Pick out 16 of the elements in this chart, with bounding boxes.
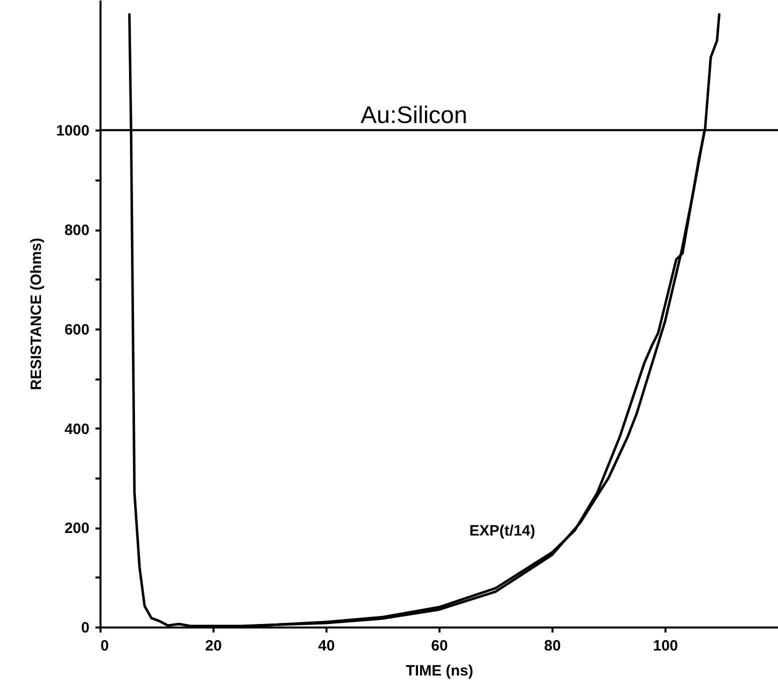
series-label: EXP(t/14) — [469, 522, 536, 540]
x-axis-title: TIME (ns) — [406, 662, 474, 680]
y-axis-title: RESISTANCE (Ohms) — [28, 238, 46, 390]
x-tick-label: 40 — [318, 638, 335, 654]
y-tick-label: 400 — [64, 420, 90, 438]
x-tick-label: 0 — [100, 638, 109, 654]
x-tick-label: 60 — [431, 638, 448, 654]
y-tick-label: 800 — [64, 222, 90, 240]
text: Au:Silicon — [360, 102, 468, 129]
y-tick-label: 600 — [64, 321, 90, 338]
y-tick-label: 200 — [64, 520, 90, 538]
y-tick-label: 0 — [81, 620, 90, 636]
x-tick-label: 80 — [544, 638, 561, 654]
y-tick-label: 1000 — [56, 122, 90, 140]
x-tick-label: 100 — [652, 638, 678, 654]
x-tick-label: 20 — [205, 638, 222, 654]
